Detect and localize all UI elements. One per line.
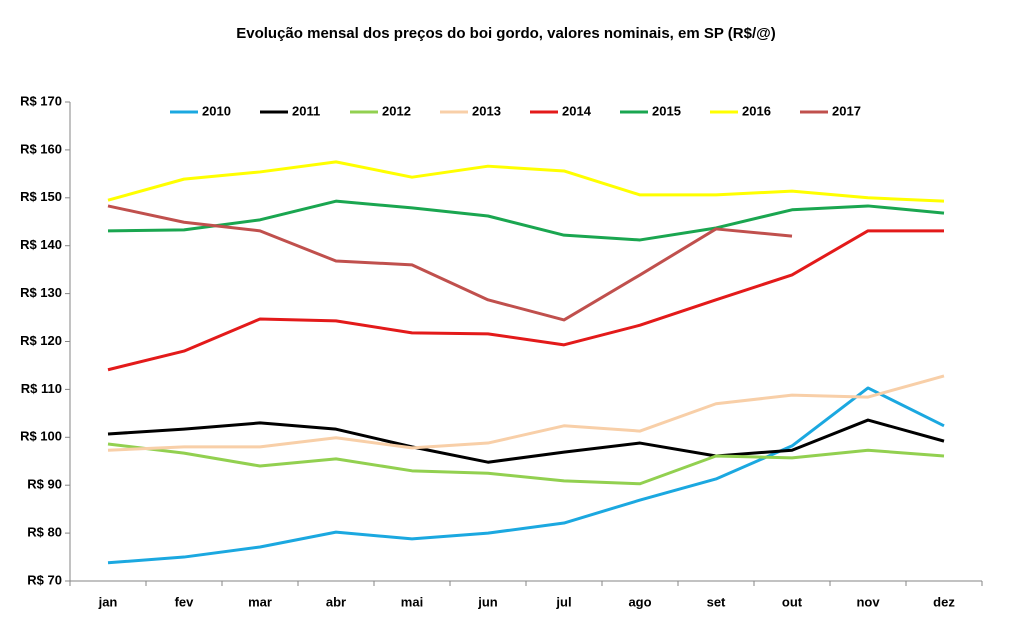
chart-title: Evolução mensal dos preços do boi gordo,… bbox=[236, 25, 775, 42]
series-line bbox=[107, 160, 945, 203]
y-tick-label: R$ 70 bbox=[27, 572, 62, 587]
x-tick-label: out bbox=[782, 594, 803, 609]
y-tick-label: R$ 150 bbox=[20, 189, 62, 204]
y-tick-label: R$ 170 bbox=[20, 93, 62, 108]
x-tick-label: fev bbox=[175, 594, 195, 609]
legend-label: 2014 bbox=[562, 103, 592, 118]
x-tick-label: nov bbox=[856, 594, 880, 609]
x-tick-label: set bbox=[707, 594, 726, 609]
series-line bbox=[107, 442, 945, 486]
x-tick-label: dez bbox=[933, 594, 955, 609]
y-tick-label: R$ 130 bbox=[20, 285, 62, 300]
x-tick-label: jun bbox=[477, 594, 498, 609]
y-tick-label: R$ 160 bbox=[20, 141, 62, 156]
x-tick-label: mai bbox=[401, 594, 423, 609]
x-tick-label: jul bbox=[555, 594, 571, 609]
legend-label: 2011 bbox=[292, 103, 320, 118]
legend-label: 2012 bbox=[382, 103, 411, 118]
series-line bbox=[107, 418, 945, 464]
x-tick-label: jan bbox=[98, 594, 118, 609]
x-tick-label: mar bbox=[248, 594, 272, 609]
legend-label: 2010 bbox=[202, 103, 231, 118]
y-tick-label: R$ 140 bbox=[20, 237, 62, 252]
legend-label: 2013 bbox=[472, 103, 501, 118]
x-tick-label: ago bbox=[628, 594, 651, 609]
series-line bbox=[107, 386, 945, 565]
y-tick-label: R$ 100 bbox=[20, 429, 62, 444]
y-tick-label: R$ 90 bbox=[27, 477, 62, 492]
series-line bbox=[107, 199, 945, 242]
legend-label: 2017 bbox=[832, 103, 861, 118]
y-tick-label: R$ 80 bbox=[27, 525, 62, 540]
series-line bbox=[107, 229, 944, 372]
legend-label: 2016 bbox=[742, 103, 771, 118]
y-tick-label: R$ 120 bbox=[20, 333, 62, 348]
legend-label: 2015 bbox=[652, 103, 681, 118]
y-tick-label: R$ 110 bbox=[21, 381, 62, 396]
x-tick-label: abr bbox=[326, 594, 346, 609]
series-line bbox=[107, 374, 945, 452]
series-line bbox=[107, 204, 793, 322]
